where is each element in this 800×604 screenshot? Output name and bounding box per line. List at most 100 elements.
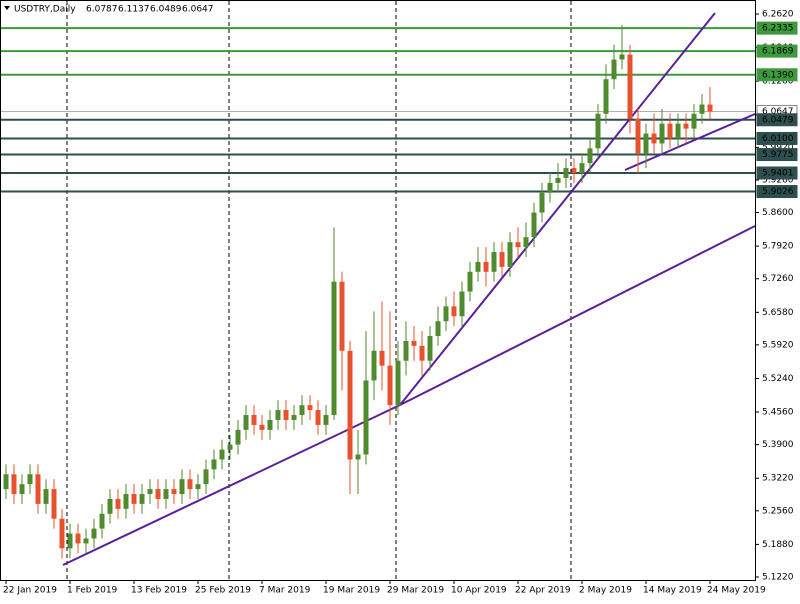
y-tick-label: 5.5920 — [762, 340, 794, 350]
menu-arrow[interactable] — [4, 6, 10, 10]
candle-body — [595, 113, 601, 149]
level-label-bg — [756, 185, 798, 199]
candle-body — [27, 474, 33, 485]
candle-body — [483, 261, 489, 272]
candle-body — [667, 123, 673, 139]
candle-body — [99, 513, 105, 529]
candle-body — [259, 424, 265, 430]
candle-body — [227, 444, 233, 450]
candle-body — [419, 345, 425, 361]
candle-body — [523, 237, 529, 248]
candle-body — [539, 192, 545, 213]
candle-body — [363, 380, 369, 455]
candle-body — [315, 410, 321, 425]
candle-body — [411, 340, 417, 346]
candle-body — [195, 484, 201, 490]
candle-body — [699, 104, 705, 114]
y-tick-label: 5.1880 — [762, 540, 794, 550]
candle-body — [435, 321, 441, 337]
x-tick-label: 14 May 2019 — [643, 586, 702, 596]
candle-body — [83, 538, 89, 544]
candle-body — [499, 252, 505, 267]
candle-body — [451, 306, 457, 317]
x-tick-label: 25 Feb 2019 — [195, 586, 251, 596]
candles — [3, 24, 713, 559]
candle-body — [603, 79, 609, 114]
y-tick-label: 5.1220 — [762, 572, 794, 582]
x-tick-label: 2 May 2019 — [579, 586, 632, 596]
x-tick-label: 7 Mar 2019 — [259, 586, 311, 596]
candle-body — [243, 415, 249, 430]
candle-body — [235, 429, 241, 445]
candle-body — [19, 484, 25, 495]
plot-frame — [0, 0, 756, 581]
level-label-bg — [756, 68, 798, 82]
candle-body — [43, 489, 49, 504]
candle-body — [331, 281, 337, 416]
candle-body — [123, 494, 129, 509]
level-label-bg — [756, 166, 798, 180]
candle-body — [491, 252, 497, 272]
candle-body — [555, 177, 561, 183]
chart-title: USDTRY,Daily — [14, 5, 76, 15]
candle-body — [219, 449, 225, 460]
candle-body — [683, 123, 689, 129]
candle-body — [387, 365, 393, 406]
y-tick-label: 5.3220 — [762, 474, 794, 484]
period-separators — [66, 1, 572, 580]
candle-body — [251, 415, 257, 425]
x-tick-label: 22 Apr 2019 — [515, 586, 571, 596]
y-tick-label: 5.8600 — [762, 208, 794, 218]
candle-body — [579, 163, 585, 174]
candle-body — [395, 360, 401, 406]
candle-body — [275, 410, 281, 420]
candle-body — [619, 54, 625, 60]
candle-body — [443, 306, 449, 322]
candle-body — [171, 489, 177, 495]
trend-line — [62, 404, 401, 566]
y-tick-label: 5.3900 — [762, 440, 794, 450]
candle-body — [163, 489, 169, 499]
candle-body — [403, 340, 409, 361]
y-tick-label: 5.2560 — [762, 506, 794, 516]
candle-body — [11, 474, 17, 495]
header-high: 6.1137 — [118, 5, 150, 15]
candle-body — [75, 533, 81, 544]
level-label: 5.9775 — [762, 150, 794, 160]
x-tick-label: 19 Mar 2019 — [323, 586, 380, 596]
x-tick-label: 22 Jan 2019 — [3, 586, 57, 596]
candle-body — [51, 489, 57, 519]
candle-body — [3, 474, 9, 490]
candle-body — [635, 118, 641, 154]
candle-body — [531, 212, 537, 238]
candle-body — [147, 489, 153, 495]
level-label-bg — [756, 148, 798, 162]
candle-body — [59, 518, 65, 549]
level-label: 6.2335 — [762, 24, 794, 34]
candle-body — [299, 405, 305, 416]
trend-line — [399, 225, 756, 406]
level-label-bg — [756, 44, 798, 58]
x-tick-label: 24 May 2019 — [707, 586, 766, 596]
candle-body — [587, 148, 593, 164]
candle-body — [211, 459, 217, 470]
level-label: 5.9026 — [762, 187, 794, 197]
candle-body — [427, 336, 433, 361]
candle-body — [283, 410, 289, 420]
y-tick-label: 5.6580 — [762, 308, 794, 318]
level-label-bg — [756, 113, 798, 127]
candle-body — [515, 242, 521, 248]
candle-body — [355, 454, 361, 460]
trend-lines — [62, 12, 756, 566]
level-label: 6.1390 — [762, 70, 794, 80]
level-label: 6.1869 — [762, 47, 794, 57]
candle-body — [107, 498, 113, 514]
header-open: 6.0787 — [86, 5, 118, 15]
trend-line — [399, 12, 716, 406]
trend-line — [624, 113, 756, 171]
candle-body — [187, 479, 193, 490]
y-tick-label: 6.1260 — [762, 77, 794, 87]
candle-body — [475, 261, 481, 272]
header-low: 6.0489 — [150, 5, 182, 15]
x-tick-label: 1 Feb 2019 — [67, 586, 118, 596]
